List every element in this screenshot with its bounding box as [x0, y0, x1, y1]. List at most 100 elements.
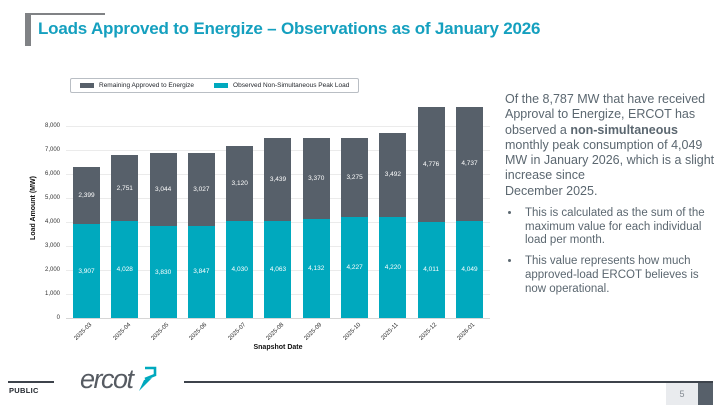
bar-value-label: 4,011 — [423, 266, 440, 274]
bars-container: 2,399 3,907 2025-03 2,751 4,028 2025-04 3,044 3… — [66, 102, 490, 342]
ercot-bolt-icon — [138, 366, 156, 391]
legend-swatch-remaining — [80, 83, 94, 88]
bar-column: 3,439 4,063 2025-08 — [264, 102, 292, 342]
bar-value-label: 3,492 — [384, 171, 402, 179]
bullet-item: This is calculated as the sum of the max… — [521, 207, 715, 248]
x-tick-label: 2025-07 — [227, 322, 247, 342]
x-tick-label: 2025-12 — [418, 322, 439, 342]
bar-segment-observed: 4,030 — [226, 221, 254, 318]
x-tick-label: 2025-05 — [150, 322, 171, 342]
bar-value-label: 3,120 — [231, 180, 248, 188]
title-accent-horizontal — [25, 13, 105, 15]
paragraph-end: monthly peak consumption of 4,049 MW in … — [505, 137, 715, 198]
bar-segment-observed: 4,220 — [379, 216, 407, 318]
x-tick-label: 2025-04 — [112, 322, 133, 342]
footer-divider-right — [184, 381, 713, 383]
y-tick-label: 6,000 — [44, 170, 60, 177]
y-tick-label: 7,000 — [44, 146, 60, 153]
bar-segment-remaining: 4,737 — [455, 107, 483, 221]
ercot-logo-text: ercot — [80, 364, 134, 394]
bar-value-label: 4,028 — [116, 266, 133, 274]
bar-value-label: 3,027 — [193, 185, 210, 193]
bar-value-label: 4,049 — [461, 265, 478, 273]
bar-segment-remaining: 3,044 — [149, 153, 177, 227]
paragraph-bold: non-simultaneous — [570, 122, 678, 137]
legend-swatch-observed — [214, 83, 229, 88]
bar-segment-remaining: 2,751 — [111, 155, 139, 222]
page-title: Loads Approved to Energize – Observation… — [38, 19, 541, 38]
bar-value-label: 2,399 — [78, 191, 95, 199]
bar-segment-observed: 4,132 — [302, 218, 330, 318]
x-tick-label: 2025-09 — [303, 322, 324, 342]
bar-segment-remaining: 3,027 — [187, 153, 215, 226]
bar-value-label: 4,030 — [231, 266, 248, 274]
bar-value-label: 4,776 — [423, 160, 440, 168]
x-tick-label: 2025-11 — [380, 322, 401, 342]
y-tick-label: 0 — [56, 314, 60, 321]
plot-area: Load Amount (MW) 0 1,000 2,000 3,000 4,000 5,… — [30, 102, 490, 342]
y-tick-label: 1,000 — [44, 290, 60, 297]
commentary-bullets: This is calculated as the sum of the max… — [505, 207, 715, 297]
stacked-bar-chart: Remaining Approved to Energize Observed … — [28, 76, 498, 361]
bar-segment-observed: 4,028 — [111, 221, 139, 318]
bar-value-label: 4,063 — [269, 265, 287, 273]
y-tick-label: 5,000 — [44, 194, 60, 201]
commentary-paragraph: Of the 8,787 MW that have received Appro… — [505, 92, 715, 199]
bar-segment-remaining: 3,275 — [341, 137, 369, 217]
x-tick-label: 2025-08 — [265, 322, 286, 342]
bar-segment-observed: 4,227 — [341, 216, 369, 318]
legend-item-remaining: Remaining Approved to Energize — [80, 82, 194, 89]
y-tick-label: 8,000 — [44, 122, 60, 129]
legend-label-observed: Observed Non-Simultaneous Peak Load — [233, 82, 350, 89]
bar-column: 4,737 4,049 2026-01 — [455, 102, 483, 342]
bar-column: 2,399 3,907 2025-03 — [73, 102, 100, 342]
bar-value-label: 4,220 — [384, 263, 402, 271]
bar-segment-remaining: 3,370 — [302, 137, 330, 219]
classification-label: PUBLIC — [9, 386, 39, 395]
y-tick-label: 4,000 — [44, 218, 60, 225]
bar-value-label: 3,439 — [269, 175, 287, 183]
y-axis-title: Load Amount (MW) — [30, 176, 37, 240]
bar-column: 3,275 4,227 2025-10 — [341, 102, 369, 342]
bar-segment-remaining: 2,399 — [73, 166, 100, 225]
bar-segment-remaining: 4,776 — [417, 107, 445, 222]
bar-segment-observed: 3,907 — [73, 224, 100, 318]
axis-baseline — [66, 318, 490, 319]
bar-value-label: 4,132 — [308, 264, 325, 272]
bar-segment-observed: 3,847 — [187, 225, 215, 318]
bar-value-label: 3,370 — [308, 174, 325, 182]
bar-segment-observed: 4,063 — [264, 220, 292, 318]
bar-segment-observed: 3,830 — [149, 226, 177, 318]
y-tick-label: 2,000 — [44, 266, 60, 273]
ercot-logo: ercot — [80, 366, 157, 393]
bar-value-label: 3,275 — [346, 173, 363, 181]
bar-column: 3,492 4,220 2025-11 — [379, 102, 407, 342]
commentary-panel: Of the 8,787 MW that have received Appro… — [505, 92, 715, 304]
bar-column: 2,751 4,028 2025-04 — [111, 102, 139, 342]
bar-column: 3,044 3,830 2025-05 — [149, 102, 177, 342]
bar-value-label: 3,044 — [154, 186, 172, 194]
bar-column: 4,776 4,011 2025-12 — [417, 102, 445, 342]
bar-value-label: 3,907 — [78, 267, 95, 275]
bar-value-label: 2,751 — [116, 184, 133, 192]
bar-segment-observed: 4,011 — [417, 221, 445, 318]
x-axis-title: Snapshot Date — [253, 344, 303, 351]
title-accent-vertical — [25, 13, 31, 46]
gridline — [66, 126, 490, 127]
footer-corner-block — [698, 383, 713, 405]
x-tick-label: 2025-06 — [188, 322, 209, 342]
bar-column: 3,027 3,847 2025-06 — [187, 102, 215, 342]
bar-value-label: 3,847 — [193, 268, 210, 276]
bar-value-label: 4,737 — [461, 160, 478, 168]
legend-item-observed: Observed Non-Simultaneous Peak Load — [214, 82, 349, 89]
x-tick-label: 2025-03 — [73, 322, 94, 342]
bullet-item: This value represents how much approved-… — [521, 255, 715, 296]
chart-legend: Remaining Approved to Energize Observed … — [70, 78, 360, 93]
bar-column: 3,120 4,030 2025-07 — [226, 102, 254, 342]
bar-segment-remaining: 3,492 — [379, 132, 407, 217]
paragraph-start: Of the 8,787 MW that have received Appro… — [505, 92, 706, 137]
bar-segment-remaining: 3,439 — [264, 137, 292, 221]
bar-segment-remaining: 3,120 — [226, 146, 254, 222]
bar-column: 3,370 4,132 2025-09 — [302, 102, 330, 342]
bar-segment-observed: 4,049 — [455, 220, 483, 318]
